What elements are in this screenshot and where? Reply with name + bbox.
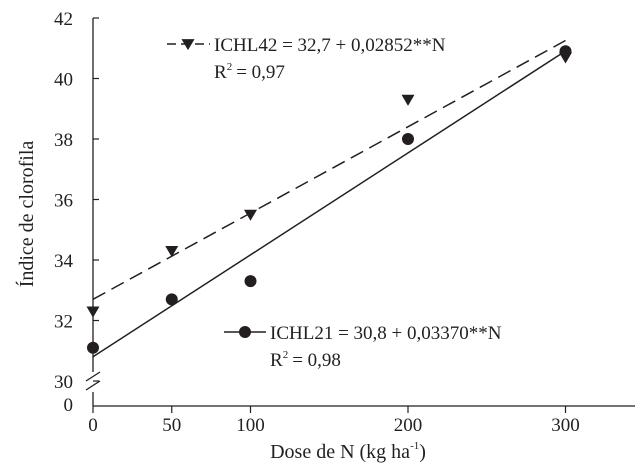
axes xyxy=(85,18,635,407)
y-tick-label: 34 xyxy=(54,251,74,272)
x-tick-label: 50 xyxy=(162,415,181,436)
x-axis-title: Dose de N (kg ha-1) xyxy=(270,440,426,463)
x-tick-label: 0 xyxy=(88,415,98,436)
ticks: 30 32 34 36 38 40 42 00 50 100 200 300 xyxy=(54,9,580,436)
data-point-ichl42 xyxy=(165,246,179,258)
y-tick-label: 0 xyxy=(64,395,74,416)
data-point-ichl21 xyxy=(402,133,414,145)
legend-equation-ichl42: ICHL42 = 32,7 + 0,02852**N xyxy=(214,35,446,56)
legend-equation-ichl21: ICHL21 = 30,8 + 0,03370**N xyxy=(270,323,502,344)
y-tick-label: 30 xyxy=(54,372,73,393)
y-tick-label: 32 xyxy=(54,312,73,333)
data-point-ichl21 xyxy=(559,45,572,58)
legend-r2-ichl42: R2 = 0,97 xyxy=(214,61,285,83)
y-tick-label: 40 xyxy=(54,70,73,91)
data-point-ichl42 xyxy=(86,306,100,318)
data-point-ichl21 xyxy=(244,275,257,288)
x-tick-label: 300 xyxy=(551,415,580,436)
x-tick-label: 100 xyxy=(236,415,265,436)
y-tick-label: 36 xyxy=(54,191,73,212)
data-point-ichl42 xyxy=(244,209,257,221)
y-tick-label: 38 xyxy=(54,130,73,151)
legend-marker-ichl42 xyxy=(181,39,195,51)
axis-break-mark xyxy=(85,371,101,382)
legend: ICHL42 = 32,7 + 0,02852**N R2 = 0,97 ICHL21… xyxy=(167,35,502,371)
legend-marker-ichl21 xyxy=(239,326,251,338)
data-points xyxy=(86,45,572,354)
x-tick-label: 200 xyxy=(394,415,423,436)
axis-break-mark xyxy=(85,380,101,391)
regression-line-ichl42 xyxy=(92,39,566,300)
y-tick-label: 42 xyxy=(54,9,73,30)
data-point-ichl42 xyxy=(401,94,415,106)
regression-lines xyxy=(92,39,566,358)
data-point-ichl21 xyxy=(87,341,99,354)
y-axis-title: Índice de clorofila xyxy=(15,141,38,288)
regression-line-ichl21 xyxy=(92,50,566,358)
data-point-ichl21 xyxy=(165,293,178,306)
legend-r2-ichl21: R2 = 0,98 xyxy=(270,349,341,371)
